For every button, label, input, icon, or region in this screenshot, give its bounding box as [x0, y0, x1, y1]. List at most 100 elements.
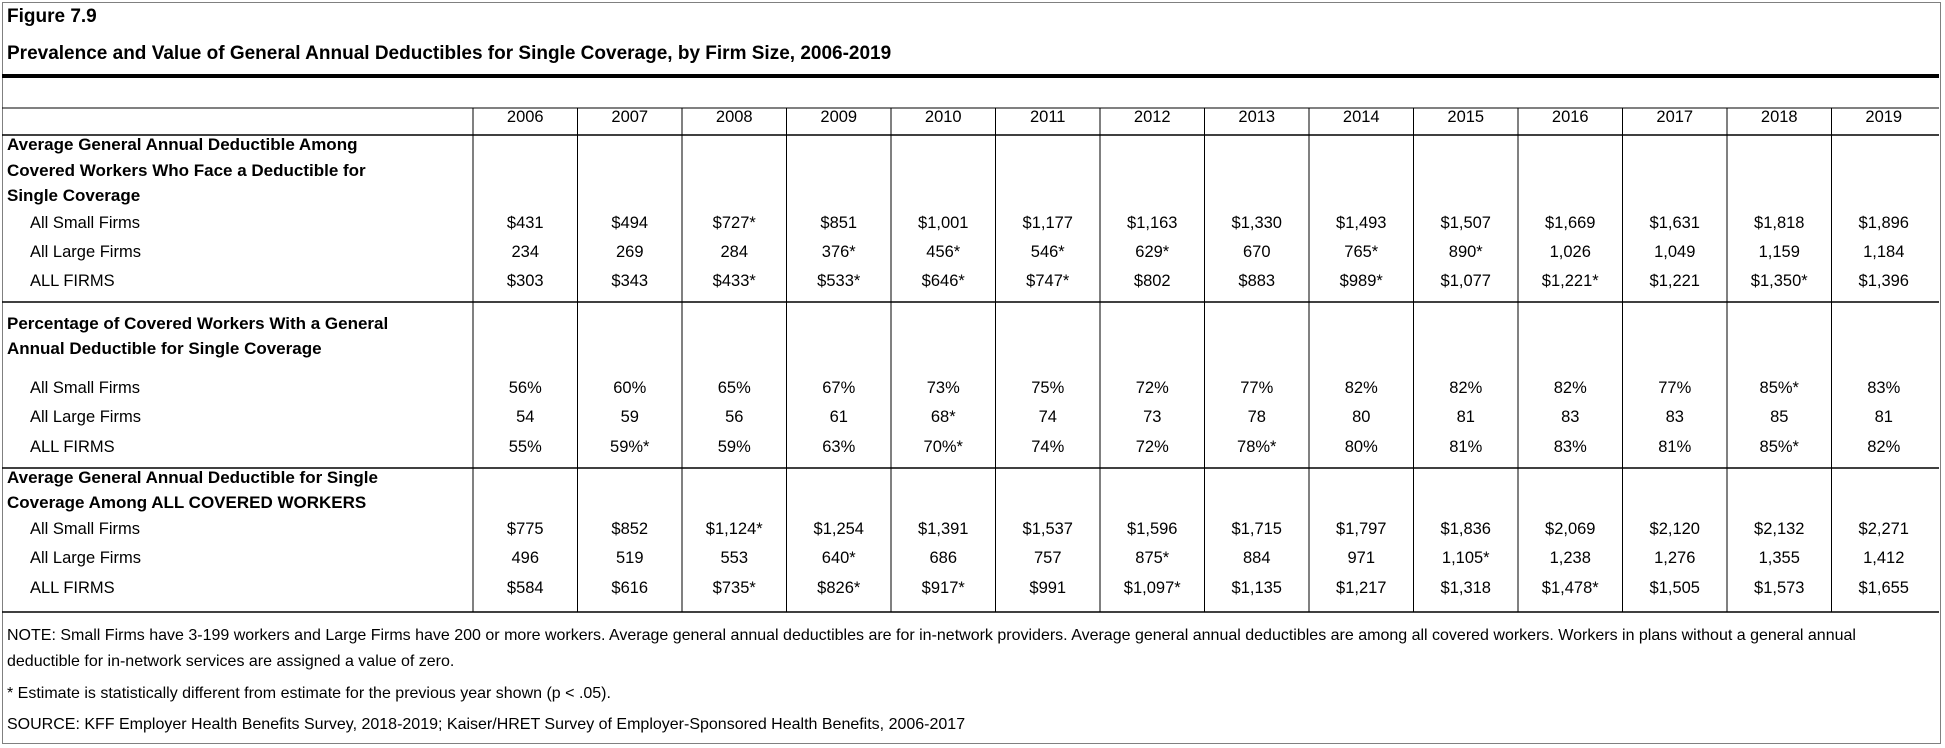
table-cell: $1,478* — [1542, 579, 1599, 597]
table-cell: $1,896 — [1859, 214, 1909, 232]
table-cell: 765* — [1344, 243, 1379, 261]
table-cell: $1,391 — [918, 520, 968, 538]
table-cell: $431 — [507, 214, 544, 232]
table-cell: $1,254 — [814, 520, 864, 538]
table-cell: 85%* — [1760, 379, 1800, 397]
table-cell: $1,836 — [1441, 520, 1491, 538]
table-cell: 77% — [1240, 379, 1273, 397]
table-cell: $852 — [611, 520, 648, 538]
table-cell: 59%* — [610, 438, 650, 456]
table-cell: 496 — [511, 549, 539, 567]
column-header-2015: 2015 — [1447, 108, 1484, 126]
table-cell: $2,132 — [1754, 520, 1804, 538]
table-cell: $1,124* — [706, 520, 763, 538]
table-cell: $883 — [1238, 272, 1275, 290]
table-cell: $303 — [507, 272, 544, 290]
row-label: ALL FIRMS — [30, 438, 115, 456]
table-cell: $775 — [507, 520, 544, 538]
column-header-2011: 2011 — [1030, 108, 1065, 126]
column-header-2008: 2008 — [716, 108, 753, 126]
table-cell: 72% — [1136, 438, 1169, 456]
table-cell: 519 — [616, 549, 644, 567]
table-cell: 65% — [718, 379, 751, 397]
title-divider — [2, 74, 1939, 78]
section-title-line: Single Coverage — [7, 186, 140, 205]
note-text: NOTE: Small Firms have 3-199 workers and… — [7, 627, 1856, 670]
table-cell: 59 — [621, 408, 639, 426]
source-text: SOURCE: KFF Employer Health Benefits Sur… — [7, 716, 966, 733]
section-title-line: Percentage of Covered Workers With a Gen… — [7, 314, 388, 333]
table-cell: 971 — [1347, 549, 1375, 567]
table-cell: 74% — [1031, 438, 1064, 456]
row-label: All Small Firms — [30, 520, 140, 538]
column-header-2017: 2017 — [1656, 108, 1693, 126]
table-cell: 59% — [718, 438, 751, 456]
table-cell: 83% — [1554, 438, 1587, 456]
table-cell: 70%* — [924, 438, 964, 456]
table-cell: 73 — [1143, 408, 1161, 426]
row-label: ALL FIRMS — [30, 579, 115, 597]
table-cell: $735* — [713, 579, 757, 597]
table-cell: 456* — [926, 243, 961, 261]
table-cell: $989* — [1340, 272, 1384, 290]
table-cell: 629* — [1135, 243, 1170, 261]
table-cell: 82% — [1449, 379, 1482, 397]
table-cell: $1,573 — [1754, 579, 1804, 597]
table-cell: $1,330 — [1232, 214, 1282, 232]
table-cell: 81 — [1457, 408, 1475, 426]
table-cell: 884 — [1243, 549, 1271, 567]
table-cell: $1,135 — [1232, 579, 1282, 597]
footnote-text: * Estimate is statistically different fr… — [7, 685, 611, 702]
table-cell: 83 — [1561, 408, 1579, 426]
column-header-2016: 2016 — [1552, 108, 1589, 126]
table-cell: 73% — [927, 379, 960, 397]
table-cell: $1,818 — [1754, 214, 1804, 232]
table-cell: 890* — [1449, 243, 1484, 261]
table-cell: 75% — [1031, 379, 1064, 397]
table-cell: 77% — [1658, 379, 1691, 397]
column-header-2014: 2014 — [1343, 108, 1380, 126]
row-label: All Small Firms — [30, 379, 140, 397]
section-title-line: Annual Deductible for Single Coverage — [7, 339, 322, 358]
row-label: ALL FIRMS — [30, 272, 115, 290]
table-cell: $433* — [713, 272, 757, 290]
table-cell: $851 — [820, 214, 857, 232]
table-cell: $494 — [611, 214, 648, 232]
table-cell: 1,184 — [1863, 243, 1904, 261]
column-header-2010: 2010 — [925, 108, 962, 126]
table-cell: $343 — [611, 272, 648, 290]
column-header-2006: 2006 — [507, 108, 544, 126]
table-cell: 67% — [822, 379, 855, 397]
table-cell: $727* — [713, 214, 757, 232]
table-cell: 234 — [511, 243, 539, 261]
table-cell: 80 — [1352, 408, 1370, 426]
table-cell: $584 — [507, 579, 544, 597]
table-cell: 1,276 — [1654, 549, 1695, 567]
column-header-2013: 2013 — [1238, 108, 1275, 126]
table-cell: $1,318 — [1441, 579, 1491, 597]
table-cell: 56 — [725, 408, 743, 426]
table-cell: 61 — [830, 408, 848, 426]
table-cell: $1,350* — [1751, 272, 1808, 290]
table-cell: 1,159 — [1759, 243, 1800, 261]
table-cell: 1,238 — [1550, 549, 1591, 567]
table-cell: 284 — [720, 243, 748, 261]
table-cell: 640* — [822, 549, 857, 567]
table-cell: 85 — [1770, 408, 1788, 426]
table-cell: 686 — [929, 549, 957, 567]
table-cell: $1,163 — [1127, 214, 1177, 232]
table-cell: $646* — [922, 272, 966, 290]
table-cell: 56% — [509, 379, 542, 397]
table-cell: $1,631 — [1650, 214, 1700, 232]
table-cell: 63% — [822, 438, 855, 456]
section-title-line: Covered Workers Who Face a Deductible fo… — [7, 161, 366, 180]
table-cell: 1,412 — [1863, 549, 1904, 567]
table-cell: 82% — [1867, 438, 1900, 456]
column-header-2007: 2007 — [611, 108, 648, 126]
table-cell: $1,177 — [1023, 214, 1073, 232]
table-cell: 546* — [1031, 243, 1066, 261]
table-cell: $1,655 — [1859, 579, 1909, 597]
row-label: All Small Firms — [30, 214, 140, 232]
